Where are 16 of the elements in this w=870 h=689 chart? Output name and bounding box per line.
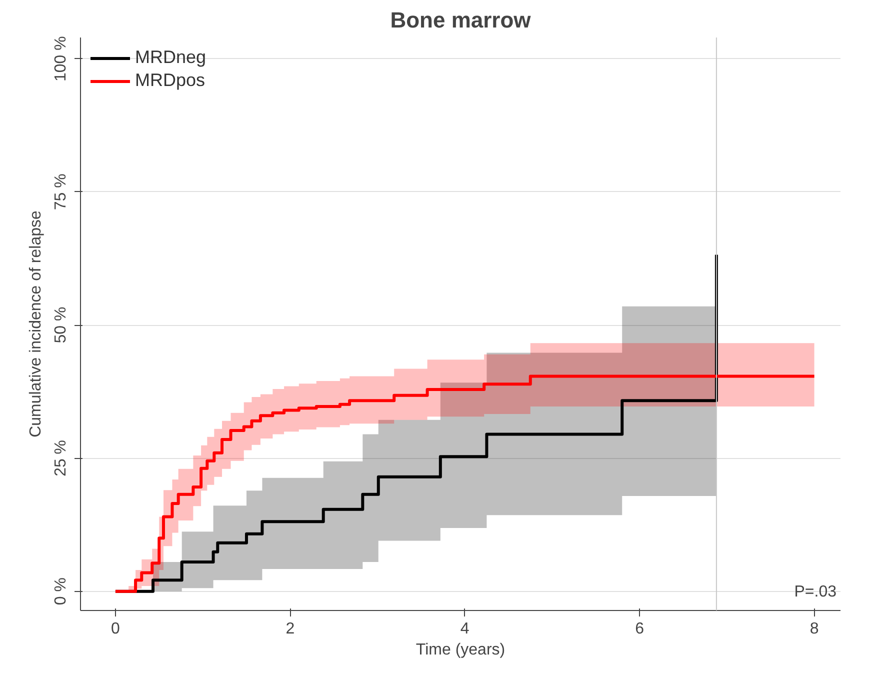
x-axis-title: Time (years) [416,642,506,658]
x-tick-label: 2 [286,620,295,638]
chart-title: Bone marrow [390,8,532,32]
y-tick-label: 100 % [52,36,70,82]
y-tick-label: 50 % [52,306,70,344]
x-tick-label: 6 [635,620,644,638]
y-tick-label: 75 % [52,174,70,210]
legend-label: MRDpos [135,70,206,91]
x-tick-label: 8 [810,620,819,638]
y-tick-label: 0 % [52,578,70,606]
y-tick-label: 25 % [52,440,70,476]
x-tick-label: 0 [110,620,120,638]
legend-label: MRDneg [135,47,206,68]
y-axis-title: Cumulative incidence of relapse [28,210,44,438]
annotation: P=.03 [794,584,837,600]
x-tick-label: 4 [460,620,470,638]
